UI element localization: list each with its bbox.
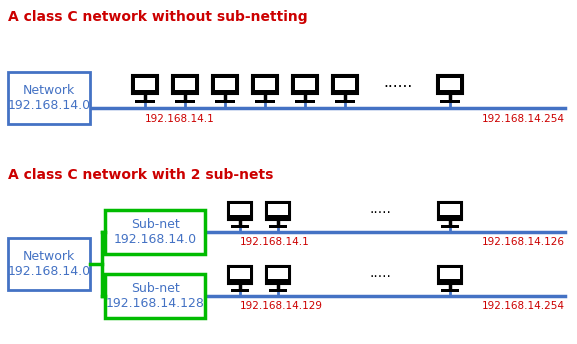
Bar [438, 266, 462, 283]
Bar [295, 78, 316, 90]
Bar [335, 100, 355, 103]
Text: A class C network without sub-netting: A class C network without sub-netting [8, 10, 308, 24]
Text: A class C network with 2 sub-nets: A class C network with 2 sub-nets [8, 168, 273, 182]
Text: 192.168.14.254: 192.168.14.254 [482, 114, 565, 124]
Bar [231, 289, 249, 292]
Bar [135, 100, 155, 103]
Bar [134, 78, 155, 90]
Bar [332, 75, 358, 95]
Text: 192.168.14.126: 192.168.14.126 [482, 237, 565, 247]
Bar [269, 225, 287, 228]
Bar [132, 75, 158, 95]
Text: 192.168.14.129: 192.168.14.129 [240, 301, 323, 311]
Bar [105, 210, 205, 254]
Text: 192.168.14.1: 192.168.14.1 [145, 114, 215, 124]
Bar [8, 238, 90, 290]
Bar [268, 268, 287, 279]
Bar [266, 202, 290, 219]
Bar [268, 204, 287, 215]
Bar [438, 202, 462, 219]
Text: Network
192.168.14.0: Network 192.168.14.0 [8, 250, 91, 278]
Bar [172, 75, 198, 95]
Text: Network
192.168.14.0: Network 192.168.14.0 [8, 84, 91, 112]
Bar [105, 274, 205, 318]
Bar [295, 100, 314, 103]
Bar [269, 289, 287, 292]
Bar [266, 266, 290, 283]
Bar [228, 266, 252, 283]
Text: .....: ..... [369, 266, 391, 280]
Bar [441, 225, 459, 228]
Bar [175, 78, 196, 90]
Bar [255, 100, 275, 103]
Bar [215, 78, 235, 90]
Bar [441, 289, 459, 292]
Bar [252, 75, 278, 95]
Bar [228, 202, 252, 219]
Bar [437, 75, 463, 95]
Text: .....: ..... [369, 202, 391, 216]
Bar [215, 100, 235, 103]
Text: 192.168.14.1: 192.168.14.1 [240, 237, 310, 247]
Bar [292, 75, 318, 95]
Bar [230, 268, 250, 279]
Bar [440, 268, 460, 279]
Bar [254, 78, 275, 90]
Bar [231, 225, 249, 228]
Bar [212, 75, 238, 95]
Text: Sub-net
192.168.14.128: Sub-net 192.168.14.128 [106, 282, 204, 310]
Bar [440, 100, 460, 103]
Text: Sub-net
192.168.14.0: Sub-net 192.168.14.0 [114, 218, 197, 246]
Bar [230, 204, 250, 215]
Text: ......: ...... [383, 75, 413, 90]
Bar [8, 72, 90, 124]
Bar [175, 100, 195, 103]
Bar [335, 78, 355, 90]
Text: 192.168.14.254: 192.168.14.254 [482, 301, 565, 311]
Bar [440, 204, 460, 215]
Bar [440, 78, 460, 90]
